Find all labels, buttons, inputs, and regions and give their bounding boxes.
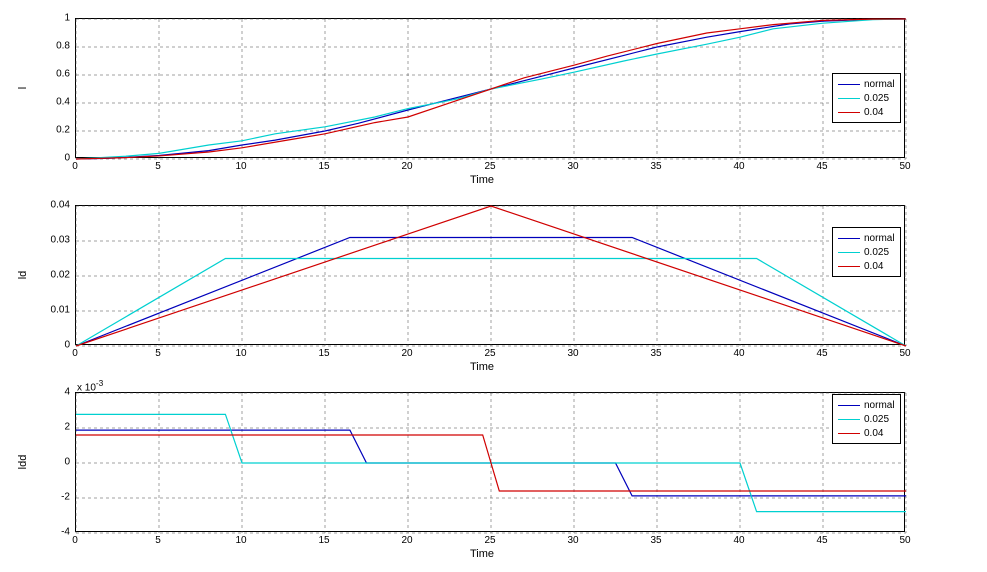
xtick-label: 35 (650, 348, 661, 359)
xtick-label: 25 (484, 161, 495, 172)
legend-item: normal (838, 398, 895, 412)
plot-area (76, 393, 906, 533)
xtick-label: 0 (72, 161, 78, 172)
legend-label: 0.04 (864, 107, 883, 118)
xtick-label: 40 (733, 535, 744, 546)
ytick-label: 0.02 (25, 270, 70, 281)
xtick-label: 50 (899, 348, 910, 359)
subplot-2 (75, 205, 905, 345)
ytick-label: 0 (25, 340, 70, 351)
xtick-label: 10 (235, 161, 246, 172)
xtick-label: 10 (235, 348, 246, 359)
legend-label: normal (864, 79, 895, 90)
legend-swatch (838, 419, 860, 420)
legend-label: 0.04 (864, 428, 883, 439)
legend-swatch (838, 266, 860, 267)
xtick-label: 10 (235, 535, 246, 546)
ytick-label: 0.8 (25, 41, 70, 52)
xtick-label: 15 (318, 161, 329, 172)
ylabel: ldd (17, 452, 29, 472)
legend-swatch (838, 238, 860, 239)
xlabel: Time (470, 361, 494, 373)
ytick-label: -4 (25, 527, 70, 538)
ytick-label: 0 (25, 153, 70, 164)
ytick-label: 0.6 (25, 69, 70, 80)
legend: normal 0.025 0.04 (832, 73, 901, 123)
xtick-label: 30 (567, 535, 578, 546)
xtick-label: 45 (816, 535, 827, 546)
xtick-label: 35 (650, 535, 661, 546)
legend-label: 0.025 (864, 93, 889, 104)
figure: 0510152025303540455000.20.40.60.81Timeln… (0, 0, 987, 572)
xtick-label: 0 (72, 348, 78, 359)
legend-label: 0.04 (864, 261, 883, 272)
legend: normal 0.025 0.04 (832, 394, 901, 444)
xtick-label: 20 (401, 535, 412, 546)
xtick-label: 20 (401, 161, 412, 172)
ylabel: ld (17, 265, 29, 285)
legend-item: 0.025 (838, 412, 895, 426)
ytick-label: 0.01 (25, 305, 70, 316)
legend-swatch (838, 252, 860, 253)
xtick-label: 40 (733, 348, 744, 359)
xtick-label: 30 (567, 161, 578, 172)
legend-swatch (838, 98, 860, 99)
subplot-1 (75, 18, 905, 158)
ytick-label: 0.4 (25, 97, 70, 108)
plot-area (76, 19, 906, 159)
legend-swatch (838, 112, 860, 113)
xtick-label: 25 (484, 535, 495, 546)
ytick-label: 4 (25, 387, 70, 398)
xtick-label: 20 (401, 348, 412, 359)
ylabel: l (17, 78, 29, 98)
legend-label: 0.025 (864, 414, 889, 425)
legend: normal 0.025 0.04 (832, 227, 901, 277)
axis-exponent: x 10-3 (77, 378, 103, 393)
xtick-label: 30 (567, 348, 578, 359)
xtick-label: 15 (318, 348, 329, 359)
legend-item: 0.04 (838, 105, 895, 119)
legend-label: normal (864, 233, 895, 244)
xtick-label: 45 (816, 348, 827, 359)
legend-item: normal (838, 77, 895, 91)
legend-item: normal (838, 231, 895, 245)
xtick-label: 50 (899, 161, 910, 172)
legend-swatch (838, 433, 860, 434)
xtick-label: 5 (155, 535, 161, 546)
xlabel: Time (470, 174, 494, 186)
ytick-label: 0 (25, 457, 70, 468)
xtick-label: 15 (318, 535, 329, 546)
legend-swatch (838, 84, 860, 85)
xtick-label: 35 (650, 161, 661, 172)
xtick-label: 5 (155, 161, 161, 172)
legend-item: 0.025 (838, 91, 895, 105)
legend-swatch (838, 405, 860, 406)
plot-area (76, 206, 906, 346)
xtick-label: 40 (733, 161, 744, 172)
legend-label: 0.025 (864, 247, 889, 258)
ytick-label: 0.04 (25, 200, 70, 211)
legend-label: normal (864, 400, 895, 411)
xtick-label: 50 (899, 535, 910, 546)
subplot-3 (75, 392, 905, 532)
ytick-label: 1 (25, 13, 70, 24)
xtick-label: 0 (72, 535, 78, 546)
xtick-label: 45 (816, 161, 827, 172)
ytick-label: 0.03 (25, 235, 70, 246)
xtick-label: 25 (484, 348, 495, 359)
legend-item: 0.04 (838, 259, 895, 273)
ytick-label: 0.2 (25, 125, 70, 136)
legend-item: 0.025 (838, 245, 895, 259)
ytick-label: -2 (25, 492, 70, 503)
xtick-label: 5 (155, 348, 161, 359)
xlabel: Time (470, 548, 494, 560)
ytick-label: 2 (25, 422, 70, 433)
legend-item: 0.04 (838, 426, 895, 440)
